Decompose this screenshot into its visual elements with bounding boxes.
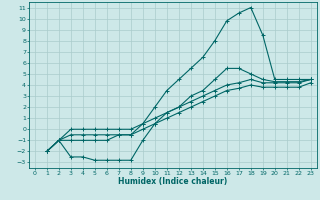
X-axis label: Humidex (Indice chaleur): Humidex (Indice chaleur) (118, 177, 228, 186)
